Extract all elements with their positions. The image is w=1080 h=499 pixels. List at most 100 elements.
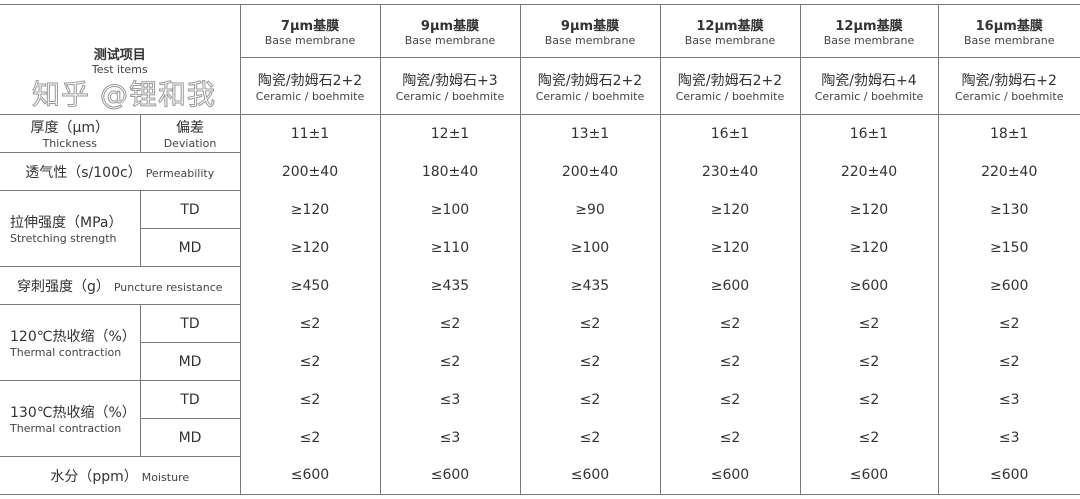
sub-label-cn: 偏差 [176, 120, 204, 136]
row-label: 拉伸强度（MPa） Stretching strength [0, 190, 141, 267]
value-cell: ≤600 [799, 456, 939, 495]
table-row: 130℃热收缩（%） Thermal contraction TD ≤2 ≤3 ≤2 ≤2 ≤… [0, 380, 1080, 457]
column-header-coating: 陶瓷/勃姆石+3 Ceramic / boehmite [379, 57, 521, 115]
row-label-cn: 130℃热收缩（%） [10, 405, 136, 421]
coat-en: Ceramic / boehmite [535, 89, 645, 103]
value-cell: ≥120 [659, 190, 801, 229]
value-cell: ≥120 [659, 228, 801, 267]
base-cn: 7μm基膜 [280, 19, 340, 34]
value-cell: ≤2 [799, 304, 939, 343]
table-row: 120℃热收缩（%） Thermal contraction TD ≤2 ≤2 ≤2 ≤2 ≤… [0, 304, 1080, 381]
row-label-en: Thickness [42, 137, 97, 150]
value-cell: ≥600 [659, 266, 801, 305]
spec-table: 测试项目 Test items 7μm基膜 Base membrane 9μm基膜… [0, 4, 1080, 495]
value-cell: 200±40 [239, 152, 381, 191]
column-header-base: 12μm基膜 Base membrane [659, 4, 801, 58]
column-header-coating: 陶瓷/勃姆石+2 Ceramic / boehmite [937, 57, 1080, 115]
coat-en: Ceramic / boehmite [954, 89, 1064, 103]
table-row: 水分（ppm） Moisture ≤600 ≤600 ≤600 ≤600 ≤600 ≤600 [0, 456, 1080, 495]
value-cell: ≤2 [937, 304, 1080, 343]
value-cell: 11±1 [239, 114, 381, 153]
value-cell: ≥150 [937, 228, 1080, 267]
value-cell: ≥435 [379, 266, 521, 305]
base-cn: 12μm基膜 [696, 19, 764, 34]
value-cell: ≤2 [659, 342, 801, 381]
sub-label-td: TD [139, 380, 241, 419]
column-header-coating: 陶瓷/勃姆石2+2 Ceramic / boehmite [240, 57, 381, 115]
value-cell: ≤3 [937, 418, 1080, 457]
column-header-base: 9μm基膜 Base membrane [379, 4, 521, 58]
value-cell: 18±1 [937, 114, 1080, 153]
base-en: Base membrane [544, 34, 636, 47]
sub-label-en: Deviation [163, 137, 217, 150]
value-cell: ≤600 [937, 456, 1080, 495]
value-cell: ≤600 [659, 456, 801, 495]
coat-cn: 陶瓷/勃姆石2+2 [677, 72, 783, 89]
value-cell: ≥90 [519, 190, 661, 229]
sub-label-md: MD [140, 418, 241, 457]
row-label-en: Thermal contraction [10, 422, 122, 435]
row-label: 穿刺强度（g） Puncture resistance [0, 266, 241, 305]
value-cell: ≤2 [519, 304, 661, 343]
value-cell: ≤3 [379, 418, 521, 457]
value-cell: ≤600 [379, 456, 521, 495]
table-row: 透气性（s/100c） Permeability 200±40 180±40 200±4… [0, 152, 1080, 191]
row-label: 130℃热收缩（%） Thermal contraction [0, 380, 141, 457]
value-cell: ≥450 [239, 266, 381, 305]
coat-en: Ceramic / boehmite [255, 89, 365, 103]
row-label-cn: 拉伸强度（MPa） [10, 215, 123, 231]
table-row: MD ≤2 ≤2 ≤2 ≤2 ≤2 ≤2 [0, 342, 1080, 381]
base-en: Base membrane [684, 34, 776, 47]
watermark: 知乎 @锂和我 [32, 78, 216, 111]
base-en: Base membrane [964, 34, 1055, 47]
value-cell: 12±1 [379, 114, 521, 153]
coat-cn: 陶瓷/勃姆石2+2 [257, 72, 363, 89]
value-cell: ≥100 [379, 190, 521, 229]
value-cell: ≥120 [239, 228, 381, 267]
row-label-en: Moisture [141, 470, 190, 484]
coat-en: Ceramic / boehmite [675, 89, 785, 103]
table-row: 拉伸强度（MPa） Stretching strength TD ≥120 ≥100 ≥9… [0, 190, 1080, 267]
value-cell: 13±1 [519, 114, 661, 153]
base-cn: 16μm基膜 [975, 19, 1043, 34]
table-row: 穿刺强度（g） Puncture resistance ≥450 ≥435 ≥435 ≥6… [0, 266, 1080, 305]
base-cn: 12μm基膜 [835, 19, 903, 34]
column-header-base: 9μm基膜 Base membrane [519, 4, 661, 58]
test-items-header: 测试项目 Test items [0, 4, 241, 115]
row-label-en: Stretching strength [10, 232, 117, 245]
row-label-cn: 厚度（μm） [30, 120, 110, 136]
value-cell: ≤2 [519, 342, 661, 381]
value-cell: ≥120 [799, 190, 939, 229]
row-label: 水分（ppm） Moisture [0, 456, 241, 495]
value-cell: ≥120 [799, 228, 939, 267]
row-label-en: Puncture resistance [113, 280, 223, 294]
coat-cn: 陶瓷/勃姆石+3 [402, 72, 498, 89]
column-header-base: 12μm基膜 Base membrane [799, 4, 939, 58]
column-header-coating: 陶瓷/勃姆石2+2 Ceramic / boehmite [519, 57, 661, 115]
value-cell: ≤2 [799, 380, 939, 419]
value-cell: ≤3 [937, 380, 1080, 419]
value-cell: ≥100 [519, 228, 661, 267]
value-cell: ≤2 [239, 342, 381, 381]
value-cell: ≤2 [659, 418, 801, 457]
value-cell: ≤2 [379, 342, 521, 381]
value-cell: ≥110 [379, 228, 521, 267]
column-header-coating: 陶瓷/勃姆石+4 Ceramic / boehmite [799, 57, 939, 115]
coat-en: Ceramic / boehmite [814, 89, 924, 103]
row-label-en: Permeability [145, 166, 215, 180]
value-cell: ≤2 [799, 342, 939, 381]
sub-label-md: MD [140, 342, 241, 381]
table-row: 厚度（μm） Thickness 偏差 Deviation 11±1 12±1 13±1 16… [0, 114, 1080, 153]
value-cell: ≤2 [379, 304, 521, 343]
value-cell: 16±1 [799, 114, 939, 153]
row-label: 厚度（μm） Thickness [0, 114, 141, 153]
table-body: 厚度（μm） Thickness 偏差 Deviation 11±1 12±1 13±1 16… [0, 114, 1080, 495]
coat-en: Ceramic / boehmite [395, 89, 505, 103]
sub-label-td: TD [139, 304, 241, 343]
value-cell: ≥435 [519, 266, 661, 305]
value-cell: 180±40 [379, 152, 521, 191]
row-label-cn: 透气性（s/100c） [25, 164, 142, 181]
base-cn: 9μm基膜 [420, 19, 480, 34]
base-en: Base membrane [404, 34, 496, 47]
value-cell: 200±40 [519, 152, 661, 191]
